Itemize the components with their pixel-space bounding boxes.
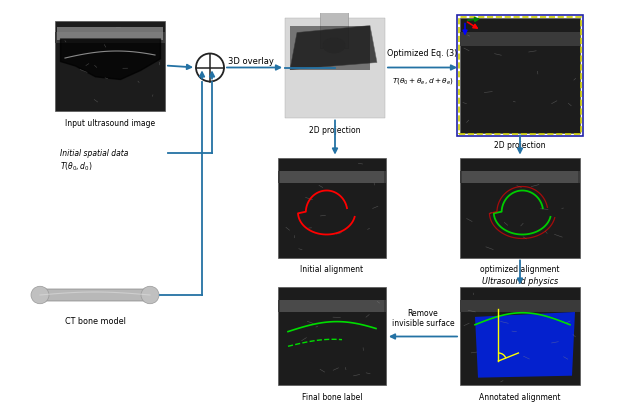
Bar <box>462 171 578 183</box>
Bar <box>280 300 384 312</box>
Text: Initial alignment: Initial alignment <box>300 264 364 273</box>
Polygon shape <box>475 312 575 378</box>
Text: Initial spatial data: Initial spatial data <box>60 149 129 158</box>
Bar <box>459 17 581 134</box>
Text: 2D projection: 2D projection <box>494 141 546 149</box>
Ellipse shape <box>31 286 49 304</box>
Text: Ultrasound physics: Ultrasound physics <box>482 278 558 286</box>
Polygon shape <box>290 25 377 69</box>
Text: CT bone model: CT bone model <box>65 317 125 327</box>
Text: Optimized Eq. (3): Optimized Eq. (3) <box>387 49 458 58</box>
Text: Annotated alignment: Annotated alignment <box>479 393 561 401</box>
Bar <box>460 17 580 132</box>
Ellipse shape <box>323 38 345 53</box>
Text: 2D projection: 2D projection <box>309 125 361 134</box>
Bar <box>280 171 384 183</box>
Text: Final bone label: Final bone label <box>301 393 362 401</box>
Bar <box>460 288 580 386</box>
Bar <box>278 288 386 386</box>
Bar <box>55 20 165 110</box>
Text: $T(\theta_0 + \theta_e, d + \theta_e)$: $T(\theta_0 + \theta_e, d + \theta_e)$ <box>392 76 454 85</box>
Bar <box>460 32 580 46</box>
Text: Remove
invisible surface: Remove invisible surface <box>392 309 454 329</box>
FancyBboxPatch shape <box>40 289 150 301</box>
Text: Input ultrasound image: Input ultrasound image <box>65 119 155 127</box>
Ellipse shape <box>141 286 159 304</box>
Bar <box>457 15 583 136</box>
Bar <box>460 158 580 257</box>
Bar <box>55 32 165 43</box>
Bar <box>290 25 370 69</box>
Text: $T(\theta_0, d_0)$: $T(\theta_0, d_0)$ <box>60 161 93 173</box>
Bar <box>460 171 580 183</box>
Text: 3D overlay: 3D overlay <box>228 57 274 66</box>
Bar <box>278 158 386 257</box>
Bar <box>320 10 348 47</box>
Bar <box>278 300 386 312</box>
Text: optimized alignment: optimized alignment <box>480 264 560 273</box>
Bar <box>57 27 163 40</box>
Bar <box>285 17 385 117</box>
Bar <box>460 300 580 312</box>
Bar <box>278 171 386 183</box>
